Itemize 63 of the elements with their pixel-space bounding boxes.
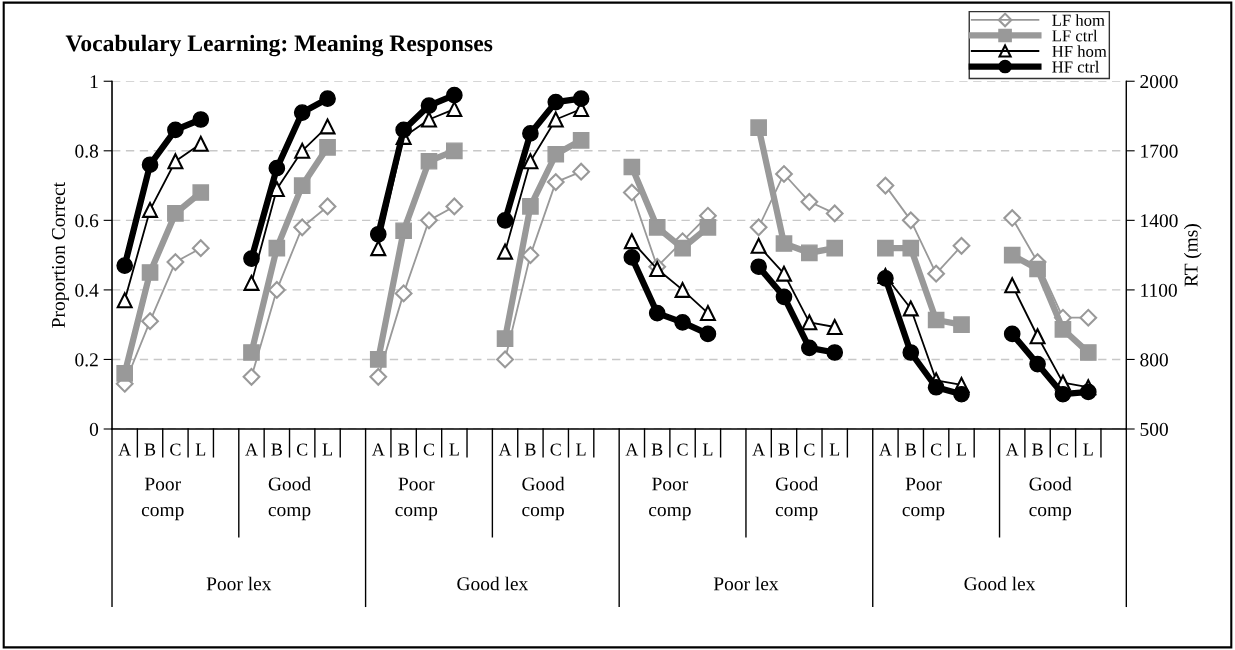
y2-tick-label: 1700 (1141, 144, 1178, 158)
x-tick-label: L (1083, 443, 1093, 456)
y2-axis-title: RT (ms) (1183, 224, 1202, 287)
y-tick-label: 0.8 (75, 144, 99, 158)
text: Good lex (457, 576, 529, 591)
legend-label: LF ctrl (1052, 29, 1098, 42)
x-tick-label: B (271, 443, 282, 456)
x-tick-label: B (398, 443, 409, 456)
text: Poor comp (141, 477, 184, 521)
text: Good comp (1029, 476, 1072, 521)
x-tick-label: A (371, 443, 385, 456)
x-tick-label: L (576, 443, 586, 456)
x-tick-label: L (702, 443, 713, 456)
y-tick-label: 0.6 (75, 214, 99, 228)
legend-label: HF hom (1052, 45, 1107, 58)
x-tick-label: C (930, 443, 942, 456)
x-tick-label: A (625, 443, 639, 456)
text: Good comp (775, 476, 819, 521)
x-tick-label: B (1032, 443, 1043, 456)
chart-title: Vocabulary Learning: Meaning Responses (65, 34, 493, 57)
x-tick-label: L (322, 443, 332, 456)
y2-tick-label: 2000 (1140, 75, 1178, 89)
text: Poor lex (206, 576, 272, 591)
y2-tick-label: 1400 (1141, 214, 1178, 228)
x-tick-label: C (1057, 443, 1068, 456)
x-tick-label: B (905, 443, 916, 456)
legend-label: HF ctrl (1052, 60, 1100, 73)
text: Poor comp (902, 477, 945, 521)
text: Poor comp (395, 477, 438, 521)
x-tick-label: A (1005, 443, 1019, 456)
x-tick-label: B (144, 443, 156, 456)
text: Good comp (268, 476, 311, 521)
legend-label: LF hom (1052, 14, 1105, 26)
y2-tick-label: 500 (1140, 422, 1168, 436)
y2-tick-label: 1100 (1141, 283, 1177, 297)
y-axis-title: Proportion Correct (51, 182, 69, 328)
x-tick-label: B (651, 443, 663, 456)
text: Good comp (522, 476, 565, 521)
x-tick-label: C (677, 443, 688, 456)
x-tick-label: B (778, 443, 790, 456)
y-tick-label: 0 (89, 422, 99, 436)
text: Poor comp (649, 477, 691, 521)
x-tick-label: A (752, 443, 766, 456)
y2-tick-label: 800 (1140, 353, 1168, 367)
x-tick-label: C (550, 443, 561, 456)
x-tick-label: L (195, 443, 206, 456)
y-tick-label: 1 (90, 75, 98, 88)
x-tick-label: L (449, 443, 459, 456)
y-tick-label: 0.4 (75, 283, 99, 297)
text: Poor lex (713, 576, 779, 591)
x-tick-label: L (829, 443, 840, 456)
text: Good lex (964, 576, 1036, 591)
y-tick-label: 0.2 (75, 353, 98, 367)
x-tick-label: A (118, 443, 132, 456)
x-tick-label: L (956, 443, 966, 456)
x-tick-label: A (879, 443, 892, 456)
x-tick-label: C (170, 443, 181, 456)
x-tick-label: C (296, 443, 308, 456)
x-tick-label: C (423, 443, 435, 456)
x-tick-label: A (498, 443, 512, 456)
x-tick-label: A (245, 443, 258, 456)
x-tick-label: B (524, 443, 536, 456)
x-tick-label: C (804, 443, 815, 456)
